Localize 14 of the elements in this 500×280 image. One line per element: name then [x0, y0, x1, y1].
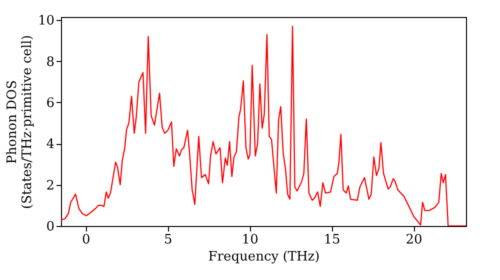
y-tick-label: 10: [38, 14, 54, 29]
y-tick-label: 8: [46, 54, 54, 70]
y-tick-label: 0: [46, 220, 54, 234]
y-tick-label: 2: [46, 178, 54, 194]
x-tick-label: 5: [164, 232, 172, 248]
x-axis-title: Frequency (THz): [208, 250, 320, 264]
x-tick-label: 15: [324, 232, 340, 248]
y-tick-label: 4: [46, 137, 54, 152]
x-tick-label: 0: [82, 232, 90, 248]
x-tick-label: 10: [242, 232, 258, 248]
line-series: [61, 26, 466, 226]
y-axis-title: Phonon DOS (States/THz·primitive cell): [4, 34, 35, 210]
x-tick-label: 20: [406, 232, 422, 248]
y-tick-label: 6: [46, 96, 54, 111]
